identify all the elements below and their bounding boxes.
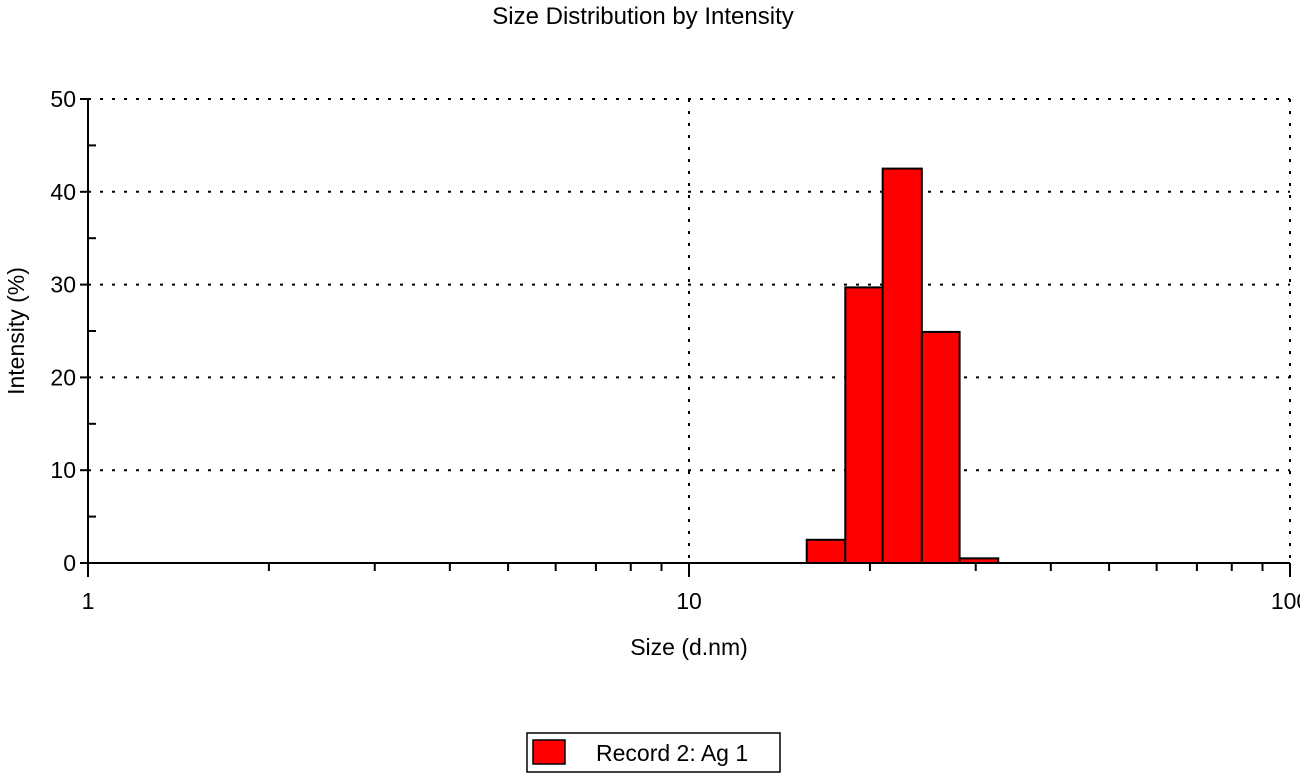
legend-swatch [532, 739, 566, 765]
y-axis-label: Intensity (%) [3, 267, 29, 395]
axes [80, 98, 1291, 577]
bar [805, 538, 847, 564]
legend: Record 2: Ag 1 [526, 732, 781, 773]
x-axis-label: Size (d.nm) [630, 634, 748, 660]
y-tick-labels: 0 10 20 30 40 50 [50, 86, 76, 576]
y-tick-label: 30 [50, 272, 76, 298]
legend-box [526, 732, 781, 773]
bar [881, 167, 923, 564]
y-tick-label: 20 [50, 364, 76, 390]
bars [805, 167, 1000, 565]
chart-title: Size Distribution by Intensity [492, 3, 793, 30]
y-tick-label: 0 [63, 550, 76, 576]
y-tick-label: 10 [50, 457, 76, 483]
y-tick-label: 40 [50, 179, 76, 205]
x-tick-label: 1 [82, 588, 95, 614]
x-tick-label: 100 [1271, 588, 1300, 614]
grid [88, 98, 1291, 563]
x-tick-labels: 1 10 100 [82, 588, 1300, 614]
bar [844, 286, 884, 564]
legend-label: Record 2: Ag 1 [596, 740, 748, 766]
bar [920, 330, 961, 565]
y-tick-label: 50 [50, 86, 76, 112]
x-tick-label: 10 [676, 588, 702, 614]
